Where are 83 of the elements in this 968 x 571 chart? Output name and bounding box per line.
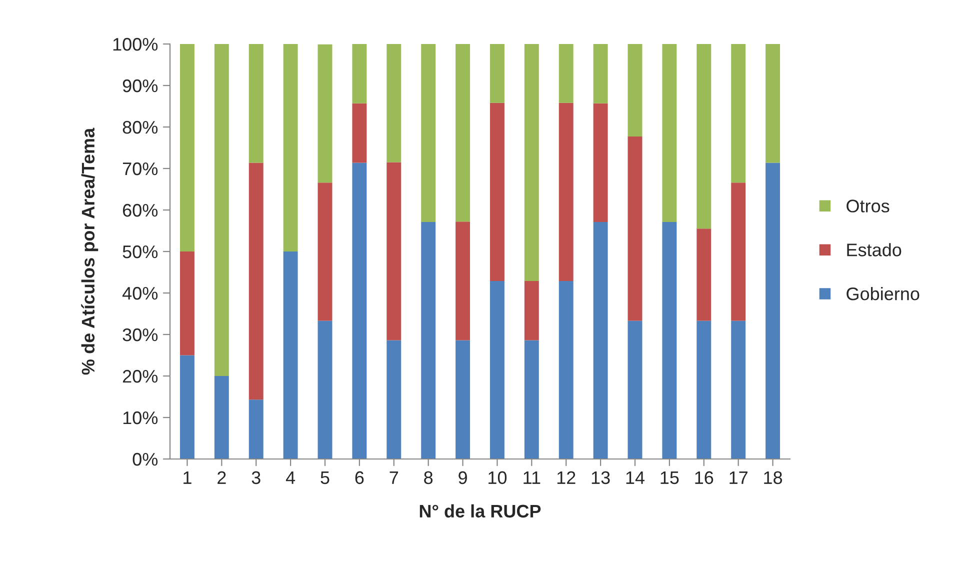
y-tick-label: 40% bbox=[122, 286, 158, 300]
bar bbox=[248, 44, 264, 163]
bar bbox=[524, 340, 539, 459]
x-tick-label: 17 bbox=[730, 471, 748, 484]
bar bbox=[696, 320, 712, 459]
x-axis-title: N° de la RUCP bbox=[420, 504, 541, 518]
bar bbox=[662, 44, 677, 222]
y-tick-label: 100% bbox=[113, 38, 158, 51]
y-tick-label: 0% bbox=[132, 452, 158, 466]
bar bbox=[386, 44, 402, 162]
bar bbox=[283, 44, 298, 252]
x-tick-label: 10 bbox=[488, 471, 507, 484]
bar bbox=[696, 228, 712, 321]
bar bbox=[731, 44, 746, 183]
x-tick-label: 9 bbox=[458, 471, 467, 484]
bar bbox=[524, 44, 539, 281]
bar bbox=[490, 280, 504, 459]
bar bbox=[490, 102, 504, 281]
x-tick-label: 5 bbox=[320, 471, 330, 484]
x-tick-label: 14 bbox=[626, 471, 645, 484]
x-tick-label: 16 bbox=[695, 471, 714, 484]
x-tick-label: 12 bbox=[557, 471, 576, 484]
bar bbox=[558, 102, 574, 281]
legend-label: Estado bbox=[847, 243, 902, 256]
x-tick-label: 13 bbox=[592, 471, 610, 484]
y-tick-label: 80% bbox=[122, 120, 158, 134]
y-tick-label: 90% bbox=[122, 79, 158, 92]
bar bbox=[628, 44, 642, 137]
bar bbox=[214, 376, 229, 459]
x-tick-label: 8 bbox=[424, 471, 433, 484]
bar bbox=[421, 222, 436, 459]
bar bbox=[180, 252, 194, 356]
y-tick-label: 70% bbox=[122, 162, 158, 176]
x-tick-label: 4 bbox=[286, 471, 296, 484]
x-tick-label: 7 bbox=[390, 471, 398, 484]
x-tick-label: 15 bbox=[660, 471, 679, 484]
bar bbox=[593, 222, 608, 459]
bar bbox=[283, 252, 298, 459]
legend-label: Otros bbox=[846, 200, 890, 212]
x-tick-label: 1 bbox=[184, 471, 192, 484]
bar bbox=[628, 320, 642, 459]
bar bbox=[593, 103, 608, 222]
bar bbox=[766, 162, 780, 459]
y-tick-label: 30% bbox=[122, 328, 158, 342]
y-tick-label: 20% bbox=[122, 370, 158, 383]
bar bbox=[352, 103, 367, 163]
bar bbox=[490, 44, 504, 103]
bar bbox=[628, 136, 642, 321]
x-tick-label: 3 bbox=[252, 471, 260, 484]
bar bbox=[456, 222, 470, 340]
bar bbox=[352, 162, 367, 459]
bar bbox=[524, 280, 539, 340]
bar bbox=[731, 320, 746, 459]
x-tick-label: 6 bbox=[355, 471, 364, 484]
bar bbox=[456, 44, 470, 222]
bar bbox=[558, 44, 574, 103]
x-tick-label: 18 bbox=[764, 471, 782, 484]
y-tick-label: 60% bbox=[122, 204, 158, 217]
bar bbox=[593, 44, 608, 104]
legend-label: Gobierno bbox=[846, 287, 920, 300]
bar bbox=[558, 280, 574, 459]
y-tick-label: 10% bbox=[123, 411, 158, 424]
bar bbox=[662, 222, 677, 459]
x-tick-label: 2 bbox=[218, 471, 226, 484]
bar bbox=[180, 44, 194, 252]
bar bbox=[318, 44, 332, 183]
bar bbox=[214, 44, 229, 376]
bar bbox=[386, 162, 402, 340]
bar bbox=[696, 44, 712, 229]
bar bbox=[421, 44, 436, 222]
bar bbox=[318, 320, 332, 459]
bar bbox=[318, 182, 332, 321]
bar bbox=[352, 44, 367, 104]
bar bbox=[731, 182, 746, 321]
x-tick-label: 11 bbox=[524, 471, 540, 484]
y-tick-label: 50% bbox=[122, 245, 158, 258]
bar bbox=[766, 44, 780, 163]
bar bbox=[248, 162, 264, 400]
bar bbox=[248, 400, 264, 459]
bar bbox=[180, 355, 194, 459]
bar bbox=[456, 340, 470, 459]
bar bbox=[386, 340, 402, 459]
y-axis-title: % de Atículos por Area/Tema bbox=[81, 128, 98, 375]
